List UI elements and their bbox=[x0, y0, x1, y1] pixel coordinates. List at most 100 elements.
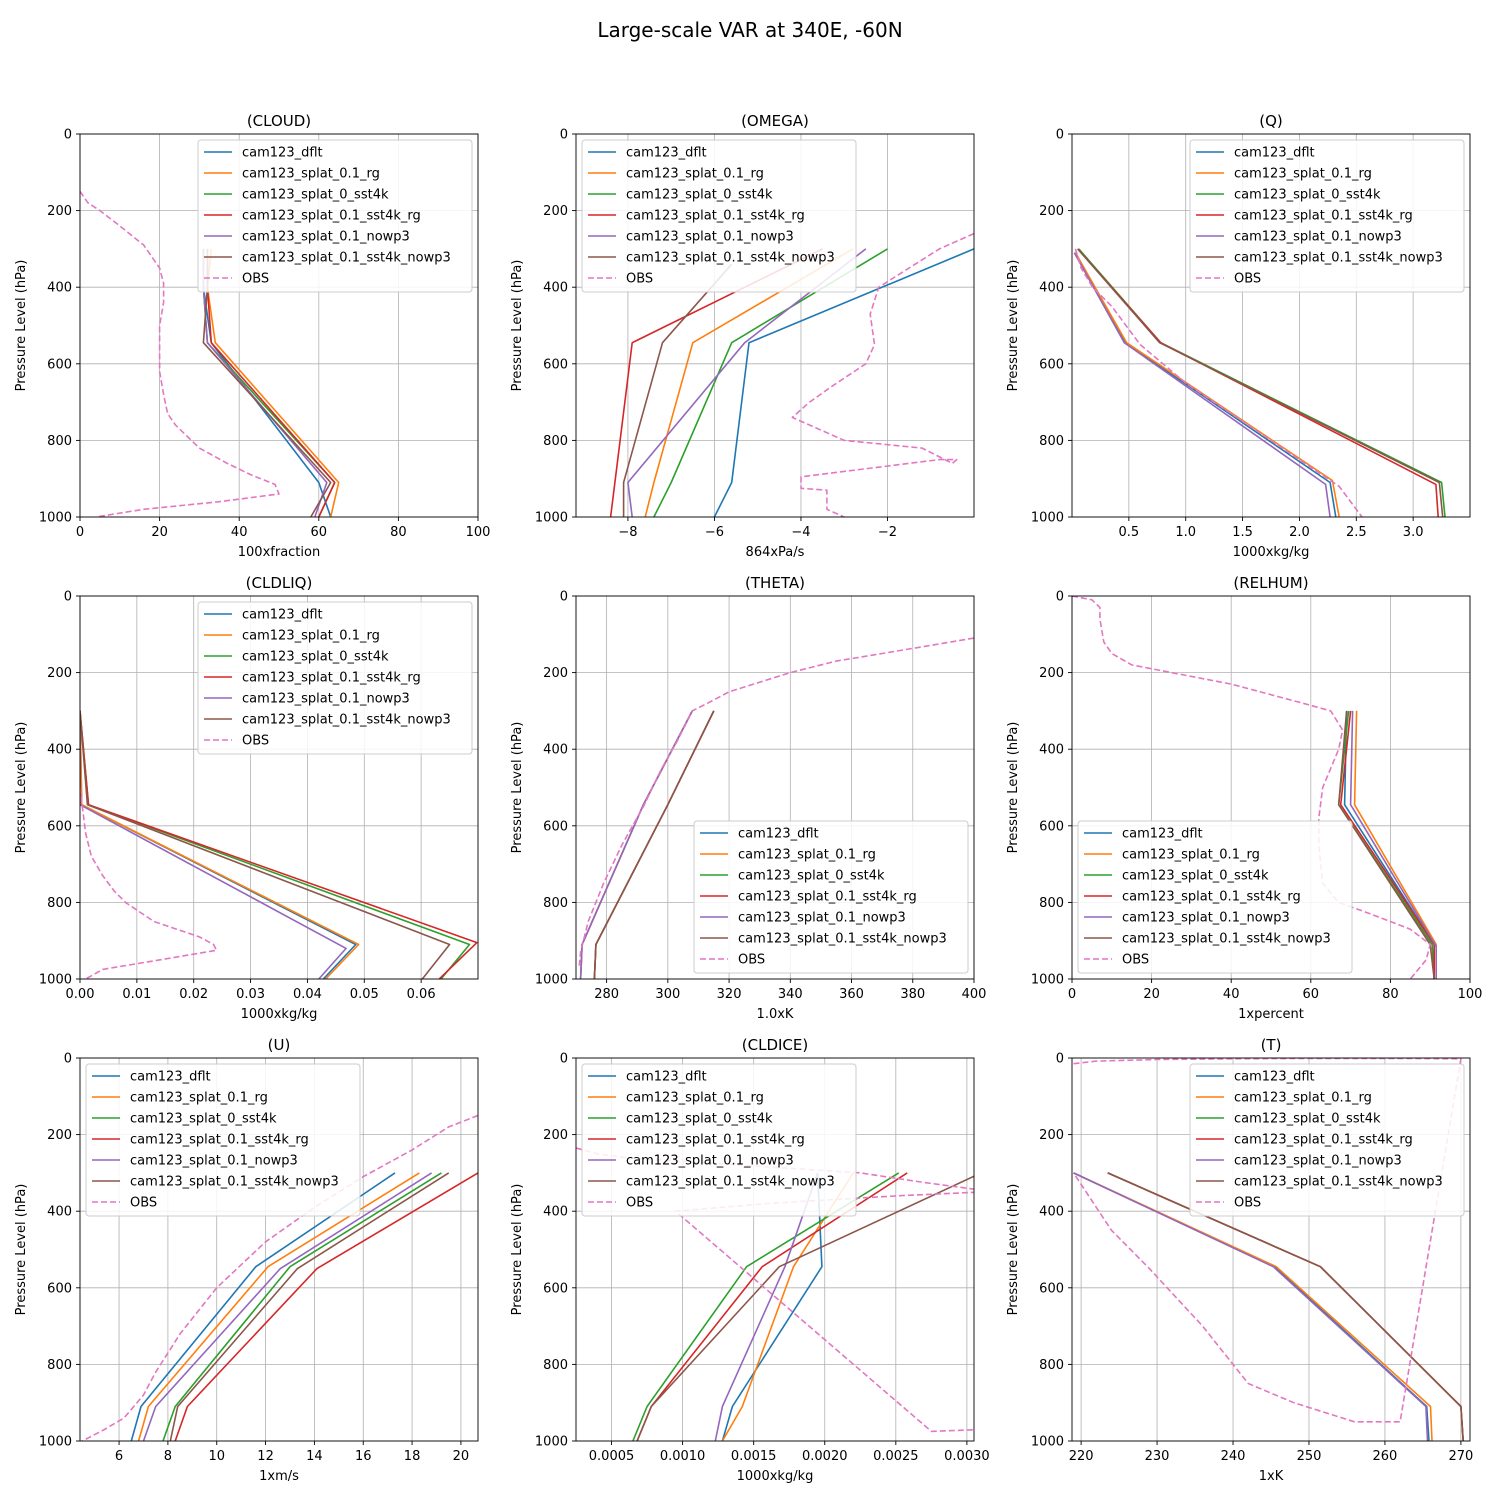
y-tick-label: 200 bbox=[1039, 1128, 1064, 1143]
y-tick-label: 200 bbox=[47, 666, 72, 681]
series-line-cam123_dflt bbox=[721, 1172, 823, 1441]
legend: cam123_dflt cam123_splat_0.1_rg cam123_spl… bbox=[1189, 139, 1465, 293]
legend-box bbox=[85, 1063, 361, 1217]
y-tick-label: 1000 bbox=[535, 973, 568, 988]
y-tick-label: 600 bbox=[47, 819, 72, 834]
legend-label: OBS bbox=[1234, 1196, 1261, 1211]
y-tick-label: 0 bbox=[64, 1052, 72, 1067]
y-tick-label: 200 bbox=[47, 204, 72, 219]
legend-label: cam123_splat_0_sst4k bbox=[1234, 188, 1381, 203]
y-tick-label: 0 bbox=[1056, 1052, 1064, 1067]
y-tick-label: 1000 bbox=[1031, 1435, 1064, 1450]
legend-label: OBS bbox=[738, 953, 765, 968]
y-axis-label: Pressure Level (hPa) bbox=[14, 260, 29, 392]
legend-label: OBS bbox=[1234, 272, 1261, 287]
x-tick-label: 100 bbox=[466, 525, 491, 540]
y-axis-label: Pressure Level (hPa) bbox=[510, 722, 525, 854]
y-tick-label: 400 bbox=[1039, 1205, 1064, 1220]
y-tick-label: 1000 bbox=[535, 511, 568, 526]
x-tick-label: 6 bbox=[115, 1449, 123, 1464]
legend: cam123_dflt cam123_splat_0.1_rg cam123_spl… bbox=[581, 139, 857, 293]
legend-label: cam123_dflt bbox=[1122, 827, 1203, 842]
series-line-cam123_dflt bbox=[1343, 710, 1435, 979]
y-tick-label: 400 bbox=[1039, 281, 1064, 296]
y-tick-label: 200 bbox=[543, 666, 568, 681]
legend-label: cam123_dflt bbox=[1234, 1070, 1315, 1085]
panel-title: (T) bbox=[1261, 1036, 1282, 1054]
series-line-cam123_splat_0.1_sst4k_rg bbox=[174, 1172, 478, 1441]
series-line-OBS bbox=[1072, 596, 1431, 979]
legend-label: cam123_splat_0.1_sst4k_rg bbox=[242, 671, 421, 686]
x-tick-label: 0.0010 bbox=[660, 1449, 706, 1464]
y-tick-label: 1000 bbox=[39, 1435, 72, 1450]
y-tick-label: 600 bbox=[543, 819, 568, 834]
legend-label: cam123_splat_0_sst4k bbox=[130, 1112, 277, 1127]
x-tick-label: 380 bbox=[900, 987, 925, 1002]
legend-label: cam123_dflt bbox=[242, 146, 323, 161]
x-tick-label: 0.04 bbox=[293, 987, 322, 1002]
legend-label: cam123_splat_0_sst4k bbox=[242, 650, 389, 665]
legend-label: cam123_splat_0_sst4k bbox=[626, 1112, 773, 1127]
series-line-cam123_splat_0.1_nowp3 bbox=[579, 710, 694, 979]
y-tick-label: 200 bbox=[47, 1128, 72, 1143]
legend-label: cam123_splat_0.1_nowp3 bbox=[626, 230, 794, 245]
panel-title: (CLOUD) bbox=[247, 112, 311, 130]
panel-title: (Q) bbox=[1259, 112, 1283, 130]
x-tick-label: 40 bbox=[231, 525, 248, 540]
x-tick-label: −2 bbox=[878, 525, 897, 540]
x-tick-label: 240 bbox=[1221, 1449, 1246, 1464]
panel-title: (THETA) bbox=[745, 574, 805, 592]
y-tick-label: 800 bbox=[47, 434, 72, 449]
y-tick-label: 0 bbox=[1056, 128, 1064, 143]
legend-label: cam123_splat_0.1_sst4k_nowp3 bbox=[738, 932, 947, 947]
x-tick-label: 20 bbox=[1143, 987, 1160, 1002]
legend-label: cam123_splat_0.1_rg bbox=[1122, 848, 1260, 863]
legend-label: cam123_splat_0_sst4k bbox=[242, 188, 389, 203]
series-line-OBS bbox=[80, 190, 280, 517]
x-tick-label: 0.0005 bbox=[589, 1449, 635, 1464]
series-line-cam123_splat_0.1_rg bbox=[80, 710, 360, 979]
series-line-cam123_splat_0.1_sst4k_nowp3 bbox=[636, 1175, 974, 1441]
y-tick-label: 0 bbox=[64, 590, 72, 605]
x-tick-label: 230 bbox=[1145, 1449, 1170, 1464]
panel-theta: 280 300 320 340 360 380 400 0 200 400 600 800 1000 (T… bbox=[510, 574, 986, 1022]
legend-label: cam123_splat_0.1_sst4k_rg bbox=[626, 209, 805, 224]
series-line-cam123_splat_0.1_sst4k_rg bbox=[1339, 710, 1435, 979]
series-line-cam123_splat_0_sst4k bbox=[632, 1172, 900, 1441]
x-tick-label: 340 bbox=[778, 987, 803, 1002]
legend: cam123_dflt cam123_splat_0.1_rg cam123_spl… bbox=[1077, 820, 1353, 974]
y-axis-label: Pressure Level (hPa) bbox=[510, 1184, 525, 1316]
y-tick-label: 400 bbox=[543, 281, 568, 296]
panel-relhum: 0 20 40 60 80 10002004006008001000(RELHUM)1xp… bbox=[1006, 574, 1482, 1022]
panel-cldice: 0.0005 0.0010 0.0015 0.0020 0.0025 0.0030 0 200… bbox=[510, 1036, 990, 1484]
x-tick-label: 20 bbox=[453, 1449, 470, 1464]
legend-label: cam123_splat_0_sst4k bbox=[1122, 869, 1269, 884]
x-axis-label: 1xm/s bbox=[259, 1469, 299, 1484]
series-line-OBS bbox=[578, 637, 974, 968]
axes-frame bbox=[575, 1057, 975, 1442]
x-tick-label: 3.0 bbox=[1403, 525, 1424, 540]
series-line-cam123_splat_0_sst4k bbox=[1337, 710, 1435, 979]
x-axis-label: 1xK bbox=[1259, 1469, 1284, 1484]
series-line-OBS bbox=[1072, 1058, 1462, 1423]
series-line-cam123_splat_0.1_nowp3 bbox=[142, 1172, 433, 1441]
y-tick-label: 200 bbox=[543, 1128, 568, 1143]
x-axis-label: 1000xkg/kg bbox=[1233, 545, 1310, 560]
y-tick-label: 800 bbox=[1039, 1358, 1064, 1373]
legend-box bbox=[1189, 1063, 1465, 1217]
legend-label: cam123_splat_0.1_rg bbox=[626, 1091, 764, 1106]
panel-title: (CLDICE) bbox=[742, 1036, 808, 1054]
x-axis-label: 100xfraction bbox=[238, 545, 320, 560]
series-line-cam123_splat_0.1_sst4k_nowp3 bbox=[1337, 710, 1435, 979]
x-tick-label: 60 bbox=[1303, 987, 1320, 1002]
y-tick-label: 600 bbox=[47, 357, 72, 372]
series-line-cam123_splat_0.1_rg bbox=[644, 248, 854, 517]
x-tick-label: 2.5 bbox=[1346, 525, 1367, 540]
y-tick-label: 800 bbox=[543, 434, 568, 449]
legend-label: cam123_dflt bbox=[1234, 146, 1315, 161]
legend-label: cam123_dflt bbox=[738, 827, 819, 842]
legend-label: cam123_splat_0.1_sst4k_nowp3 bbox=[130, 1175, 339, 1190]
legend-label: cam123_splat_0.1_nowp3 bbox=[626, 1154, 794, 1169]
series-line-OBS bbox=[791, 232, 974, 517]
legend-label: cam123_splat_0.1_rg bbox=[1234, 1091, 1372, 1106]
